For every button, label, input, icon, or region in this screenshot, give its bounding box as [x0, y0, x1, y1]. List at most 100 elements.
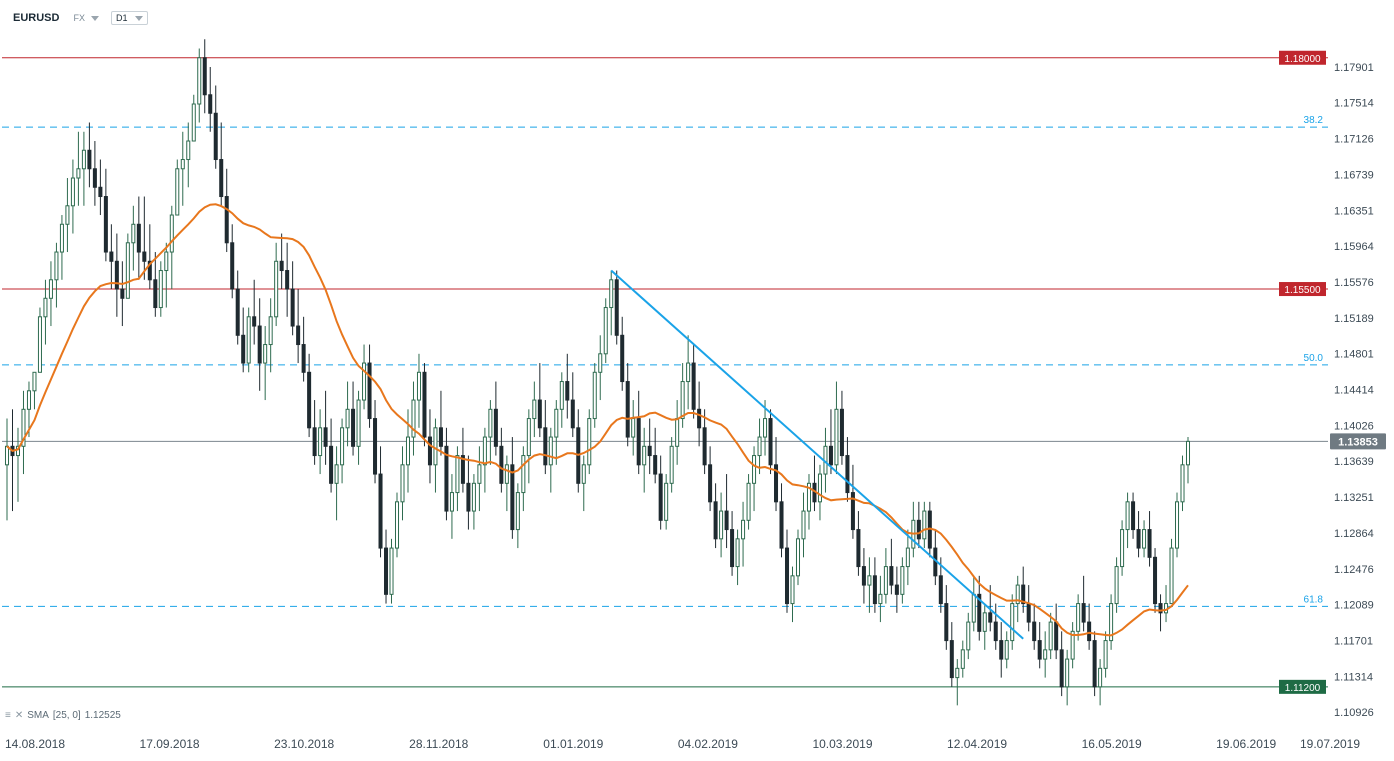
candle-body [1142, 529, 1147, 549]
horizontal-levels[interactable]: 1.18000 1.15500 1.11200 [2, 50, 1328, 694]
candle-body [235, 288, 240, 336]
y-tick-label: 1.12089 [1334, 600, 1374, 612]
candle-body [1169, 547, 1174, 605]
candle-body [378, 473, 383, 549]
candle-body [532, 399, 537, 420]
candle-body [598, 353, 603, 373]
candle [982, 603, 987, 650]
candle-body [471, 482, 476, 512]
candle-body [411, 399, 416, 438]
candle [889, 538, 894, 595]
candle-body [883, 566, 888, 595]
candle [444, 427, 449, 521]
candles[interactable] [4, 39, 1191, 706]
candle [565, 353, 570, 419]
candle-body [894, 584, 899, 595]
candle-body [257, 325, 262, 364]
candle [598, 335, 603, 401]
candle [477, 446, 482, 512]
y-tick-label: 1.16739 [1334, 169, 1374, 181]
candle [1136, 511, 1141, 558]
candle-body [631, 418, 636, 438]
candle [916, 501, 921, 549]
candle-body [175, 168, 180, 216]
candle-body [1081, 603, 1086, 623]
timeframe-select[interactable]: D1 [110, 11, 149, 25]
candle [1081, 575, 1086, 632]
candle [499, 427, 504, 493]
indicator-legend[interactable]: ≡ ✕ SMA [25, 0] 1.12525 [5, 710, 121, 721]
close-icon[interactable]: ✕ [14, 710, 24, 721]
candle-body [76, 168, 81, 179]
candle-body [208, 94, 213, 114]
candle-body [724, 510, 729, 531]
sma-line [6, 203, 1189, 637]
candle [774, 437, 779, 512]
indicator-name: SMA [27, 710, 49, 721]
candle-body [746, 482, 751, 521]
candle-body [691, 362, 696, 410]
trendline-group[interactable] [610, 269, 1024, 640]
level-tag-support [1279, 679, 1326, 694]
symbol-label[interactable]: EURUSD [13, 12, 60, 24]
candle-body [653, 455, 658, 475]
candle-body [867, 575, 872, 586]
candle-body [252, 316, 257, 327]
candle [224, 168, 229, 253]
candle [801, 492, 806, 558]
candle-body [636, 418, 641, 466]
candle [669, 437, 674, 493]
candle [757, 418, 762, 475]
y-tick-label: 1.12864 [1334, 528, 1374, 540]
x-tick-label: 17.09.2018 [140, 737, 200, 751]
candle-body [982, 612, 987, 632]
candle-body [614, 279, 619, 336]
candle-body [1136, 529, 1141, 549]
candle [65, 178, 70, 253]
candle [87, 122, 92, 188]
y-tick-label: 1.12476 [1334, 564, 1374, 576]
candle-body [537, 399, 542, 429]
y-tick-label: 1.14801 [1334, 349, 1374, 361]
candle [32, 371, 37, 410]
candle-body [1175, 501, 1180, 549]
candle-body [356, 399, 361, 447]
menu-icon[interactable]: ≡ [5, 710, 11, 721]
candle [1092, 631, 1097, 697]
current-price-line: 1.13853 [2, 433, 1386, 450]
candle-body [329, 445, 334, 484]
candle [76, 131, 81, 206]
candle [257, 298, 262, 391]
x-tick-label: 19.07.2019 [1300, 737, 1360, 751]
candle-body [1158, 603, 1163, 614]
candle [894, 566, 899, 613]
candle [416, 353, 421, 428]
candle-body [554, 408, 559, 438]
candle [471, 474, 476, 530]
market-dropdown-caret-icon[interactable] [90, 15, 99, 21]
candle-body [301, 344, 306, 373]
candle [109, 224, 114, 290]
candle-body [21, 408, 26, 447]
y-tick-label: 1.14026 [1334, 420, 1374, 432]
candle-body [279, 260, 284, 272]
candle-body [26, 390, 31, 410]
candle [329, 418, 334, 493]
candle-body [460, 455, 465, 484]
candle-body [120, 288, 125, 299]
candle-body [878, 593, 883, 605]
candle-body [246, 316, 251, 364]
candle [384, 529, 389, 604]
y-tick-label: 1.17514 [1334, 98, 1374, 110]
candle-body [224, 196, 229, 244]
plot-background [2, 30, 1328, 722]
candle-body [389, 547, 394, 595]
candle-body [43, 297, 48, 318]
candle-body [1109, 603, 1114, 642]
x-tick-label: 12.04.2019 [947, 737, 1007, 751]
candle [449, 474, 454, 539]
candle [274, 242, 279, 327]
candle [1021, 566, 1026, 613]
candle-body [213, 112, 218, 161]
